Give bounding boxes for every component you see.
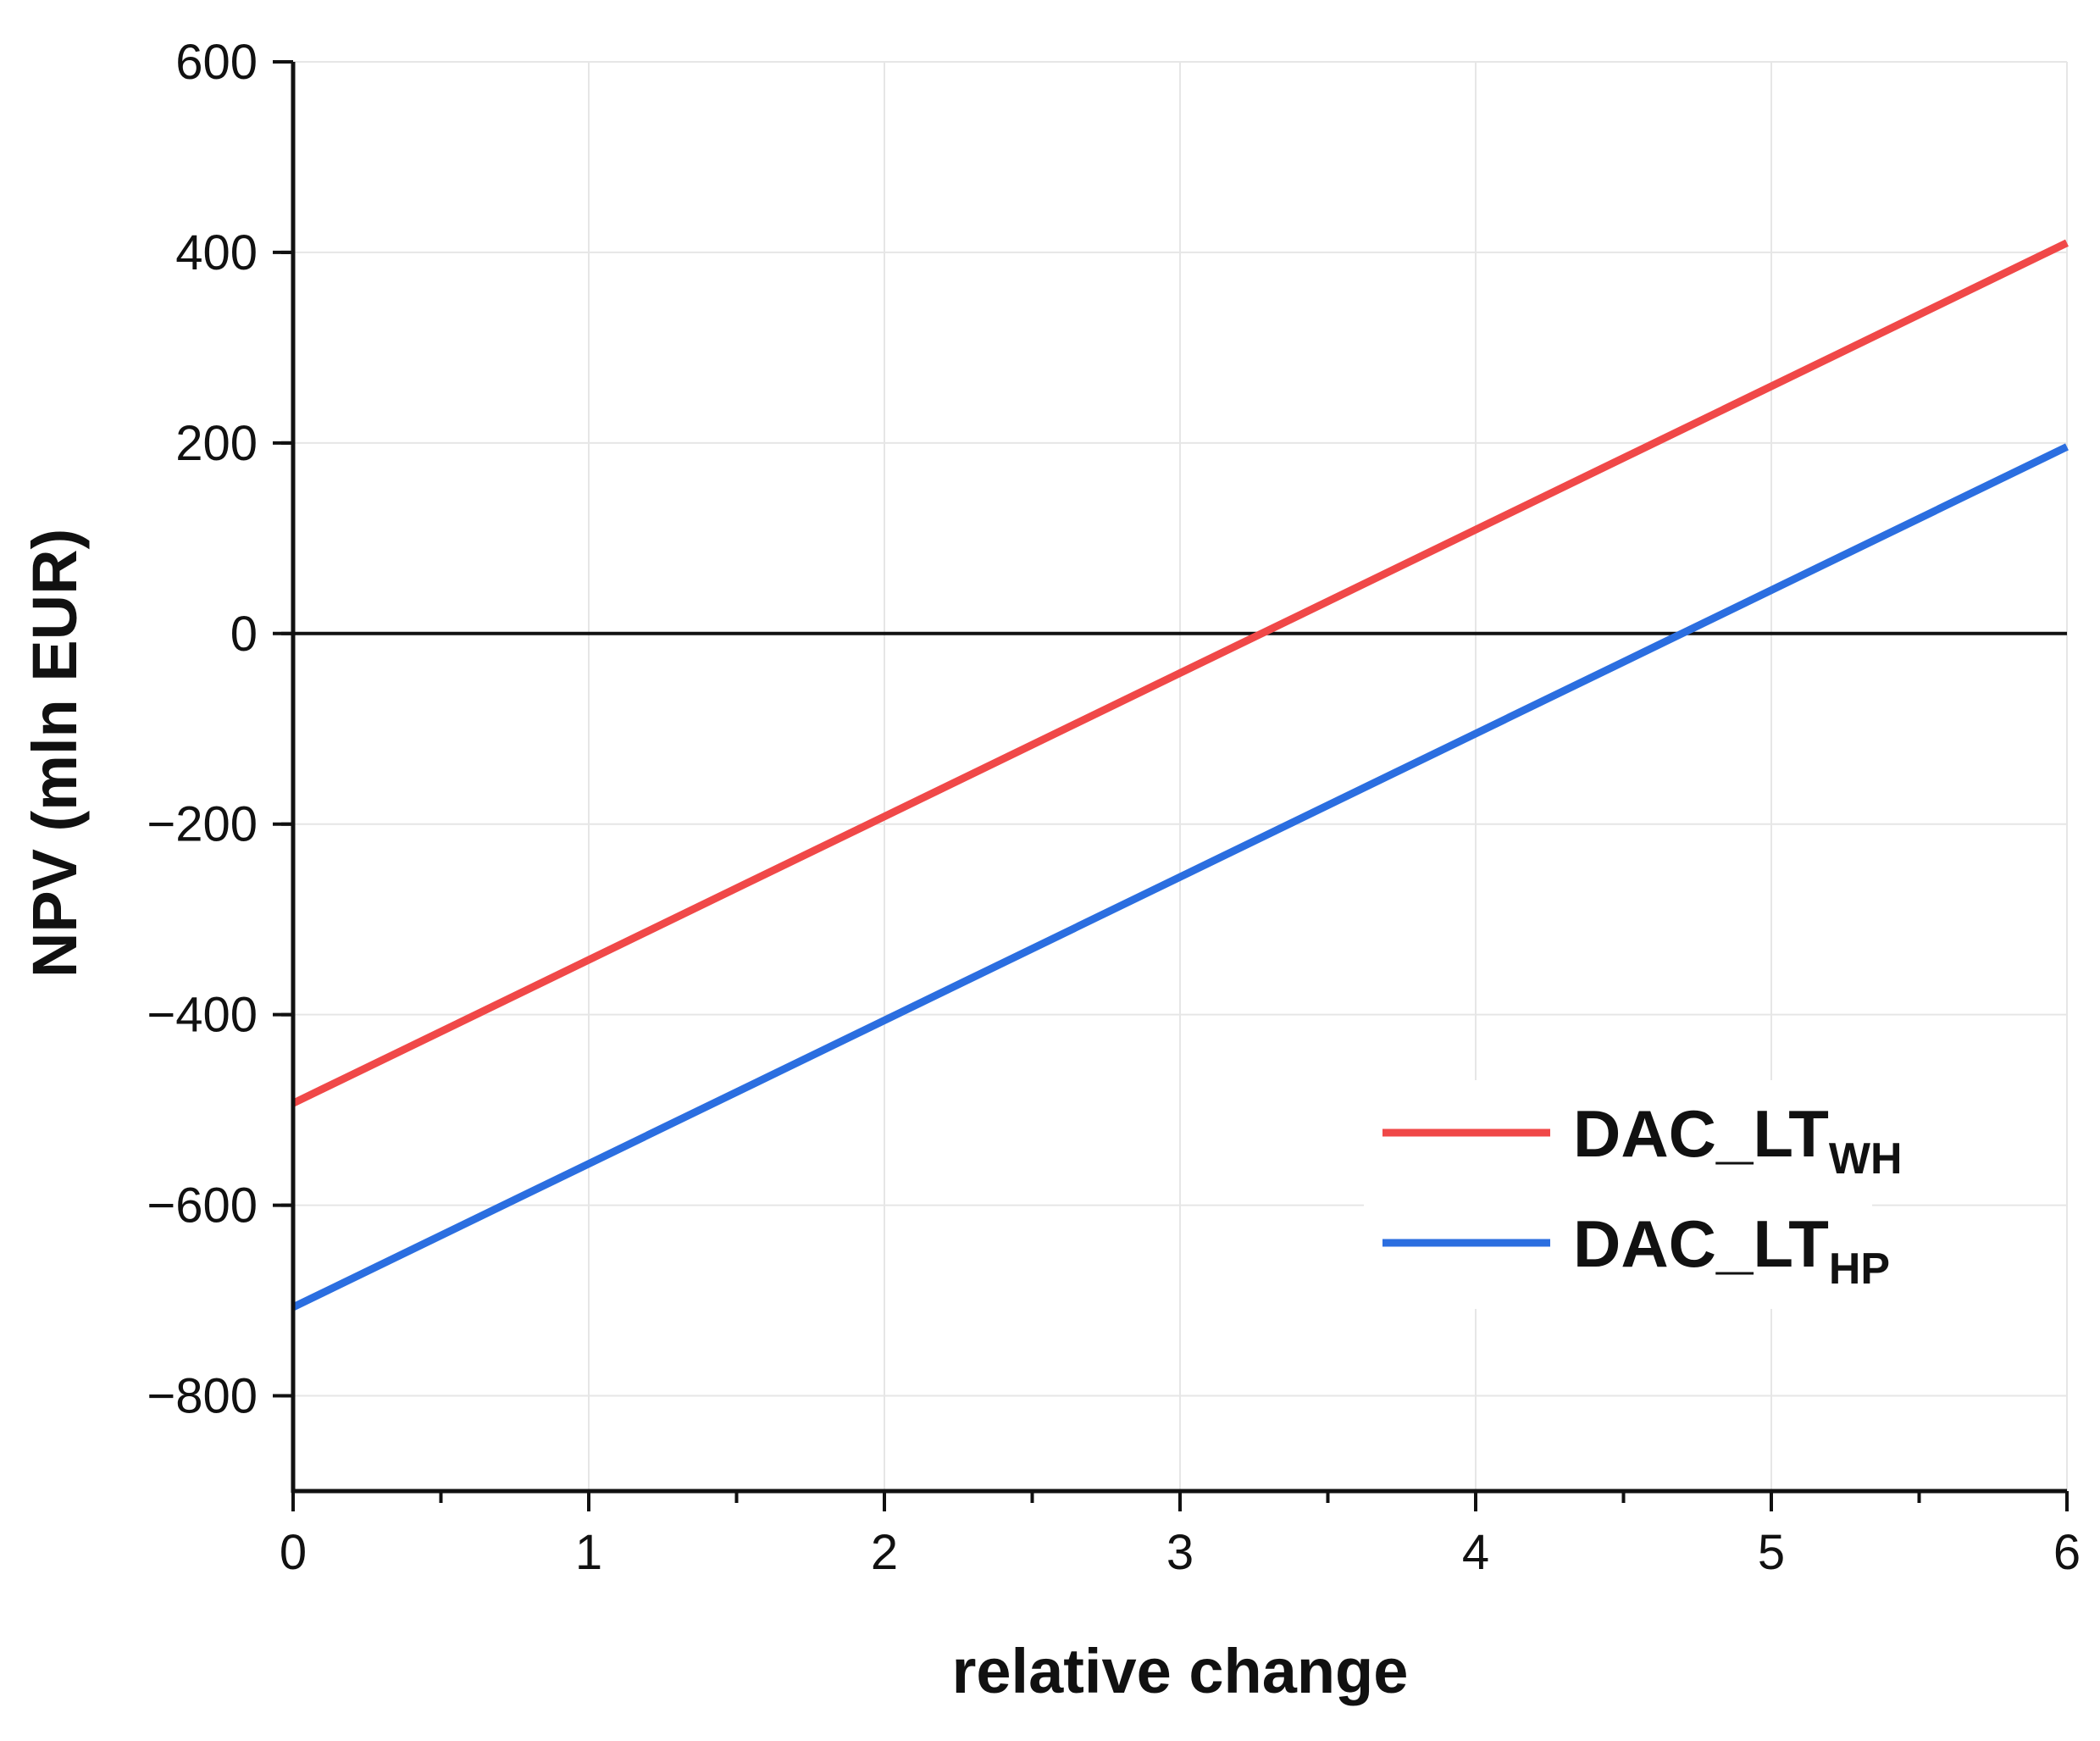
x-tick-label: 6: [2053, 1525, 2081, 1580]
y-tick-label: −600: [147, 1178, 258, 1234]
x-tick-label: 0: [280, 1525, 307, 1580]
legend-label-subscript: HP: [1829, 1245, 1890, 1294]
y-tick-label: 0: [230, 607, 258, 662]
legend-label-wh: DAC_LTWH: [1573, 1096, 1903, 1184]
series-line-wh: [291, 239, 2069, 1107]
legend-label-hp: DAC_LTHP: [1573, 1206, 1890, 1294]
x-axis-title: relative change: [952, 1636, 1409, 1706]
grid: [293, 61, 2068, 1491]
y-tick-label: −800: [147, 1369, 258, 1424]
y-axis-title: NPV (mln EUR): [19, 529, 90, 978]
y-tick-label: −400: [147, 988, 258, 1043]
x-tick-label: 1: [575, 1525, 602, 1580]
y-tick-label: 400: [175, 225, 258, 280]
x-tick-label: 3: [1166, 1525, 1194, 1580]
legend-background: [1364, 1080, 1872, 1309]
legend-label-main: DAC_LT: [1573, 1096, 1829, 1171]
x-tick-label: 4: [1462, 1525, 1489, 1580]
series-layer: [291, 239, 2069, 1311]
y-tick-label: 200: [175, 416, 258, 471]
series-line-hp: [291, 443, 2069, 1311]
ticks: 0 1 2 3 4 5 6 −800 −600 −400 −200 0 200 400 600: [147, 35, 2081, 1580]
legend-label-subscript: WH: [1829, 1134, 1903, 1184]
y-tick-label: 600: [175, 35, 258, 90]
x-tick-label: 2: [871, 1525, 898, 1580]
x-tick-label: 5: [1758, 1525, 1785, 1580]
y-tick-label: −200: [147, 797, 258, 852]
legend-label-main: DAC_LT: [1573, 1206, 1829, 1281]
